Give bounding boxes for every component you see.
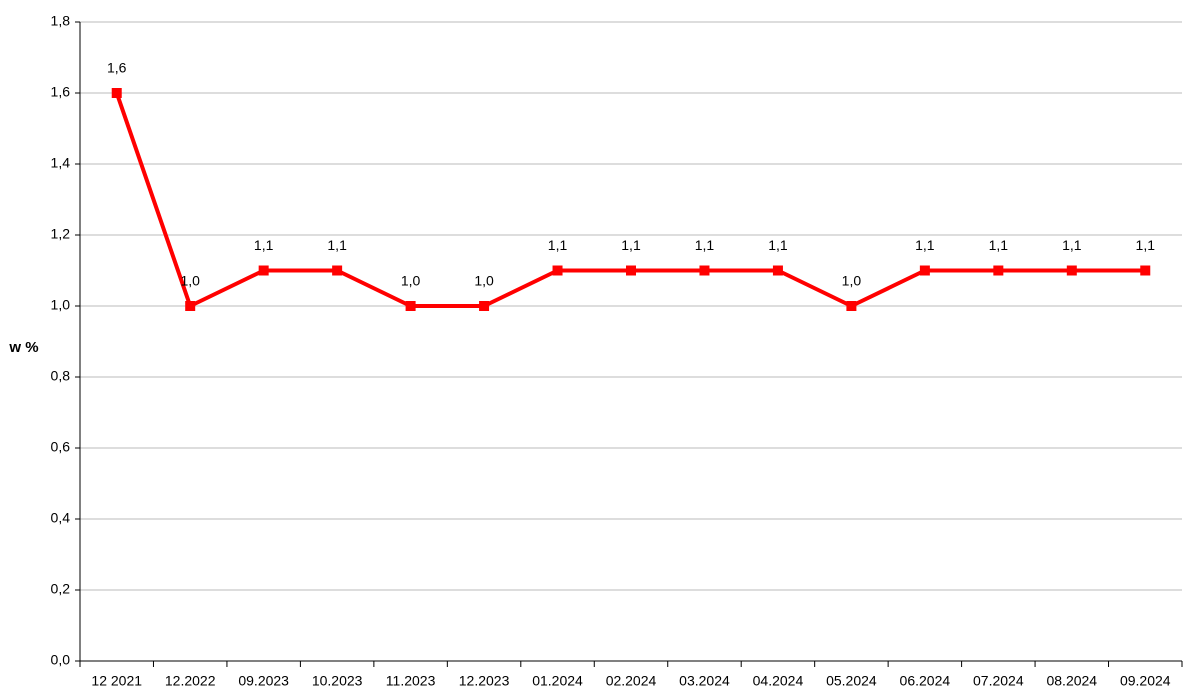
point-marker	[258, 265, 269, 276]
data-label: 1,1	[1062, 237, 1082, 253]
data-label: 1,6	[107, 60, 127, 76]
data-label: 1,1	[695, 237, 715, 253]
x-tick-label: 06.2024	[900, 673, 951, 689]
point-marker	[332, 265, 343, 276]
data-label: 1,0	[180, 273, 200, 289]
y-tick-label: 0,4	[51, 510, 71, 526]
x-tick-label: 02.2024	[606, 673, 657, 689]
data-label: 1,1	[254, 237, 274, 253]
data-label: 1,1	[989, 237, 1009, 253]
point-marker	[993, 265, 1004, 276]
point-marker	[1066, 265, 1077, 276]
data-label: 1,1	[915, 237, 935, 253]
point-marker	[919, 265, 930, 276]
point-marker	[772, 265, 783, 276]
y-tick-label: 0,8	[51, 368, 71, 384]
x-tick-label: 01.2024	[532, 673, 583, 689]
y-tick-label: 1,2	[51, 226, 71, 242]
point-marker	[111, 88, 122, 98]
point-marker	[699, 265, 710, 276]
point-marker	[405, 301, 416, 311]
point-marker	[626, 265, 636, 276]
point-marker	[185, 301, 196, 311]
x-tick-label: 04.2024	[753, 673, 804, 689]
x-tick-label: 09.2023	[238, 673, 289, 689]
y-tick-label: 1,8	[51, 13, 71, 29]
data-label: 1,0	[401, 273, 421, 289]
y-tick-label: 1,0	[51, 297, 71, 313]
x-tick-label: 03.2024	[679, 673, 730, 689]
x-tick-label: 12.2023	[459, 673, 510, 689]
point-marker	[479, 301, 490, 311]
x-tick-label: 10.2023	[312, 673, 363, 689]
y-axis-label: w %	[8, 339, 38, 356]
x-tick-label: 05.2024	[826, 673, 877, 689]
data-label: 1,1	[768, 237, 788, 253]
y-tick-label: 0,0	[51, 652, 71, 668]
data-label: 1,1	[1136, 237, 1156, 253]
y-tick-label: 1,6	[51, 84, 71, 100]
y-tick-label: 0,2	[51, 581, 71, 597]
x-tick-label: 07.2024	[973, 673, 1024, 689]
x-tick-label: 11.2023	[386, 673, 436, 689]
x-tick-label: 08.2024	[1046, 673, 1097, 689]
data-label: 1,0	[474, 273, 494, 289]
x-tick-label: 12.2022	[165, 673, 216, 689]
data-label: 1,0	[842, 273, 862, 289]
y-tick-label: 0,6	[51, 439, 71, 455]
point-marker	[552, 265, 563, 276]
data-label: 1,1	[327, 237, 347, 253]
point-marker	[1140, 265, 1151, 276]
point-marker	[846, 301, 857, 311]
y-tick-label: 1,4	[51, 155, 71, 171]
data-label: 1,1	[621, 237, 641, 253]
x-tick-label: 09.2024	[1120, 673, 1171, 689]
data-label: 1,1	[548, 237, 568, 253]
x-tick-label: 12 2021	[91, 673, 142, 689]
